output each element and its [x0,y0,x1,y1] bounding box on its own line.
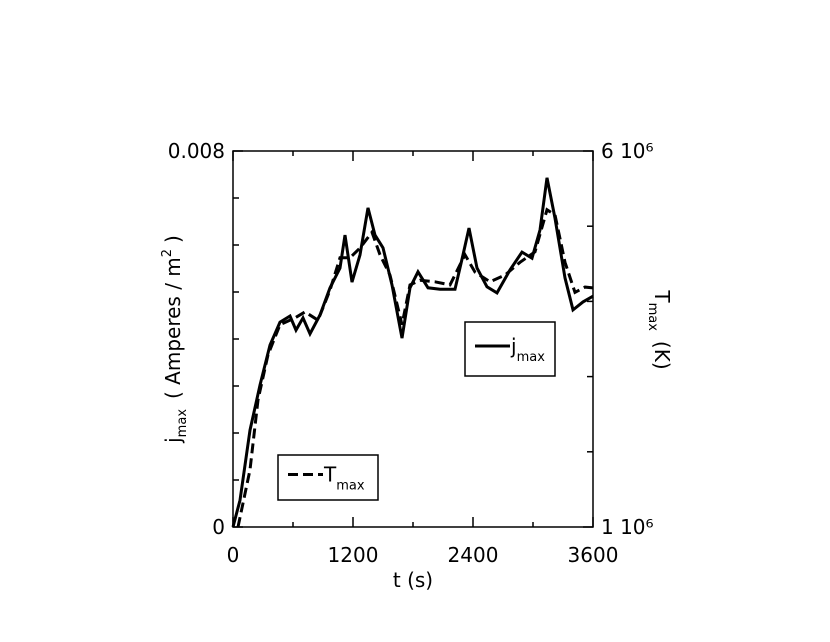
legend-name: T [323,463,337,487]
y-tick-label: 0.008 [168,139,225,163]
y-label-sub: max [175,409,190,438]
x-tick-label: 3600 [568,543,619,567]
x-tick-label: 1200 [328,543,379,567]
x-tick-label: 0 [227,543,240,567]
legend-box [464,321,556,377]
y-tick-label: 0 [212,515,225,539]
y-label-rest: ( Amperes / m [161,257,185,399]
legend-box [277,454,379,501]
y-axis-label: jmax ( Amperes / m2) [160,235,190,444]
legend-name: j [510,334,517,358]
x-axis-label: t (s) [393,568,433,592]
y2-tick-label: 1 10⁶ [601,515,654,539]
y-label-sup: 2 [160,249,175,257]
y2-tick-label: 6 10⁶ [601,139,654,163]
y2-label-sub: max [645,303,660,332]
series-line [236,207,594,528]
y-label-end: ) [161,235,185,243]
y2-axis-label: Tmax (K) [645,289,674,369]
legend-sub: max [336,479,365,494]
y2-label-rest: (K) [650,341,674,370]
legend-label: jmax [510,334,545,365]
legend-sub: max [517,350,546,365]
y2-label-main: T [650,289,674,303]
y-label-main: j [161,437,185,444]
legend-label: Tmax [323,463,365,494]
x-tick-label: 2400 [448,543,499,567]
